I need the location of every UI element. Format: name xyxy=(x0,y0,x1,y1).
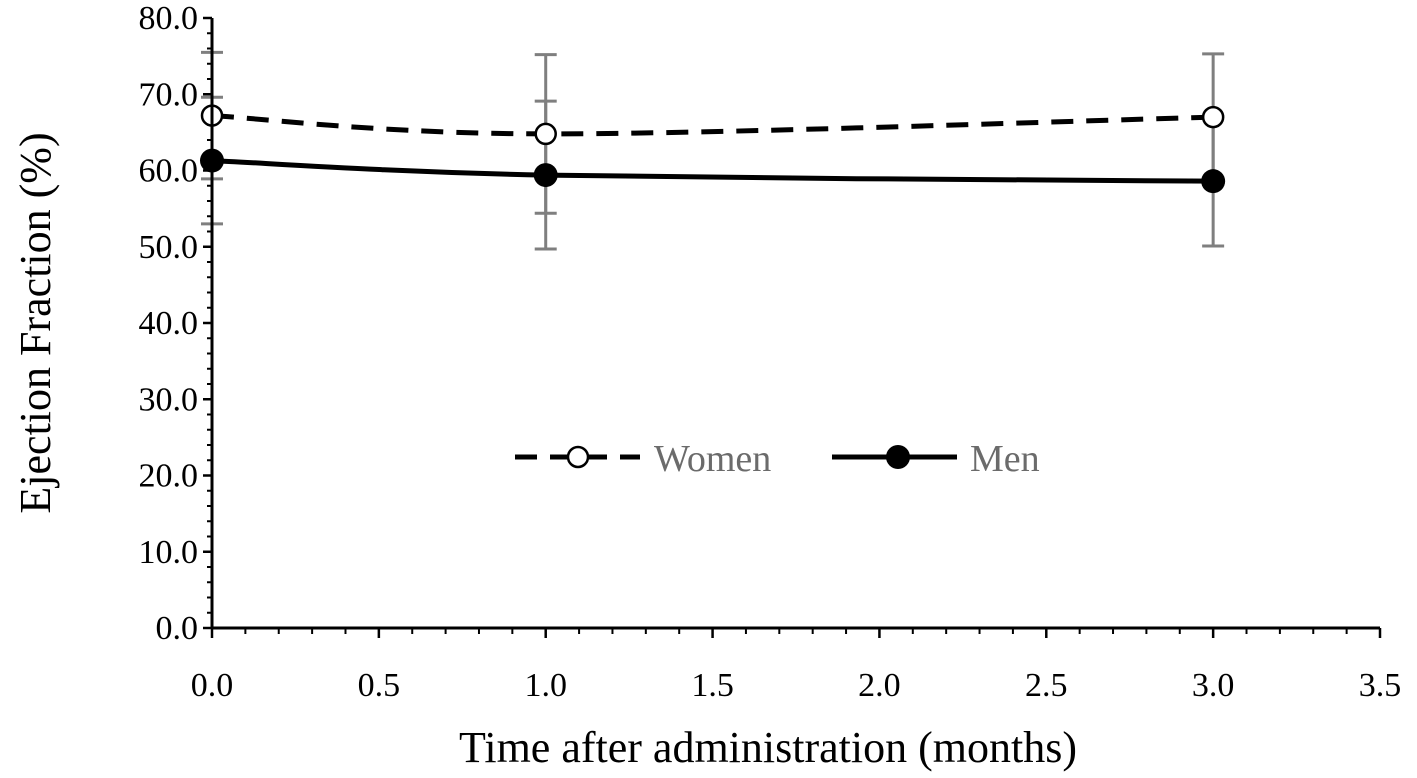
y-tick-label: 0.0 xyxy=(156,610,199,647)
legend-men-marker xyxy=(886,445,910,469)
legend-women-marker xyxy=(566,445,590,469)
x-axis-ticks: 0.0 0.5 1.0 1.5 2.0 2.5 3.0 3.5 xyxy=(191,628,1402,704)
x-tick-label: 3.5 xyxy=(1359,667,1402,704)
x-tick-label: 0.0 xyxy=(191,667,234,704)
x-tick-label: 1.5 xyxy=(691,667,734,704)
x-tick-label: 2.0 xyxy=(858,667,901,704)
y-axis-ticks: 0.0 10.0 20.0 30.0 40.0 50.0 60.0 70.0 80.0 xyxy=(139,0,212,647)
data-point-men xyxy=(1201,169,1226,194)
data-point-women xyxy=(1201,105,1225,129)
x-axis-title: Time after administration (months) xyxy=(459,723,1077,772)
y-tick-label: 40.0 xyxy=(139,305,199,342)
data-point-men xyxy=(533,163,558,188)
y-tick-label: 10.0 xyxy=(139,534,199,571)
y-tick-label: 60.0 xyxy=(139,153,199,190)
series-line-women xyxy=(211,113,1214,137)
y-tick-label: 80.0 xyxy=(139,0,199,37)
y-tick-label: 70.0 xyxy=(139,76,199,113)
y-tick-label: 50.0 xyxy=(139,229,199,266)
series-lines xyxy=(211,113,1214,184)
legend: Women Men xyxy=(515,438,1040,480)
series-line-men xyxy=(211,158,1214,184)
x-tick-label: 0.5 xyxy=(358,667,401,704)
legend-women-label: Women xyxy=(654,438,771,480)
error-bars xyxy=(201,50,1225,251)
x-tick-label: 1.0 xyxy=(524,667,567,704)
data-point-women xyxy=(534,122,557,146)
x-tick-label: 3.0 xyxy=(1192,667,1235,704)
legend-men-label: Men xyxy=(970,438,1040,480)
y-tick-label: 20.0 xyxy=(139,458,199,495)
y-axis-title: Ejection Fraction (%) xyxy=(11,132,60,513)
x-tick-label: 2.5 xyxy=(1025,667,1068,704)
y-tick-label: 30.0 xyxy=(139,381,199,418)
